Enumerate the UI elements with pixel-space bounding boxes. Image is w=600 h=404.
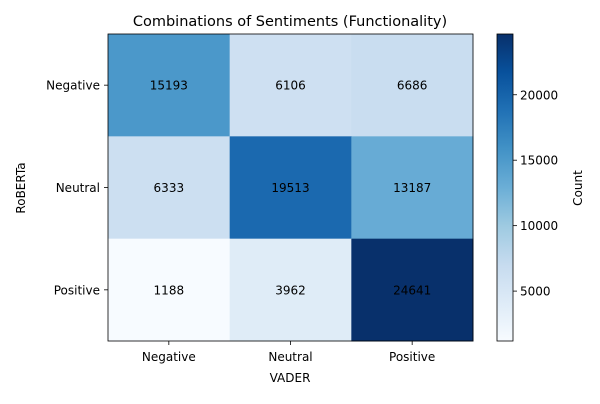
colorbar-label: Count (571, 170, 585, 206)
chart-title: Combinations of Sentiments (Functionalit… (133, 14, 447, 30)
heatmap-cell (229, 238, 352, 342)
colorbar-tick-label: 5000 (520, 285, 551, 299)
cell-value-label: 6686 (397, 79, 428, 93)
cell-value-label: 24641 (393, 283, 431, 297)
heatmap-cell (108, 34, 231, 137)
x-axis-label: VADER (270, 371, 311, 385)
cell-value-label: 6333 (154, 181, 185, 195)
cell-value-label: 15193 (150, 79, 188, 93)
heatmap-cell (108, 238, 231, 342)
cell-value-label: 19513 (271, 181, 309, 195)
heatmap-cell (229, 34, 352, 137)
cell-value-label: 3962 (275, 283, 306, 297)
x-tick-label: Neutral (268, 350, 312, 364)
y-tick-label: Negative (46, 79, 100, 93)
y-tick-label: Positive (54, 283, 100, 297)
colorbar (496, 33, 514, 342)
colorbar-tick-label: 10000 (520, 219, 558, 233)
heatmap-cell (351, 238, 474, 342)
cell-value-label: 6106 (275, 79, 306, 93)
x-axis-ticks: Negative Neutral Positive (142, 341, 435, 364)
colorbar-tick-label: 15000 (520, 154, 558, 168)
heatmap-cells: 15193 6106 6686 6333 19513 13187 1188 3962 24641 (108, 34, 474, 342)
cell-value-label: 1188 (154, 283, 185, 297)
cell-value-label: 13187 (393, 181, 431, 195)
heatmap-cell (351, 136, 474, 240)
y-axis-label: RoBERTa (14, 162, 28, 213)
colorbar-tick-label: 20000 (520, 88, 558, 102)
x-tick-label: Positive (389, 350, 435, 364)
y-tick-label: Neutral (56, 181, 100, 195)
heatmap-cell (229, 136, 352, 240)
heatmap-cell (108, 136, 231, 240)
y-axis-ticks: Negative Neutral Positive (46, 79, 108, 297)
heatmap-cell (351, 34, 474, 137)
x-tick-label: Negative (142, 350, 196, 364)
colorbar-ticks: 5000 10000 15000 20000 (513, 88, 558, 299)
